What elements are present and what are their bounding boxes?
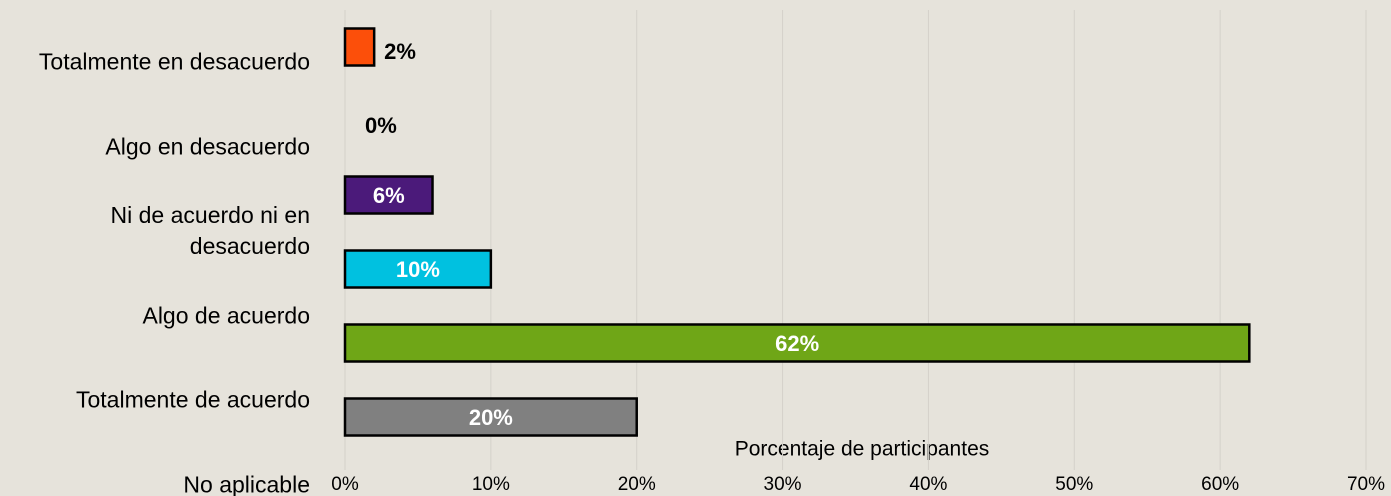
value-label: 0% bbox=[365, 113, 397, 138]
bar bbox=[343, 323, 1251, 363]
y-tick-label: No aplicable bbox=[183, 471, 310, 496]
x-tick-label: 0% bbox=[331, 474, 359, 495]
value-label: 20% bbox=[469, 405, 513, 430]
x-tick-label: 70% bbox=[1347, 474, 1385, 495]
value-label: 10% bbox=[396, 257, 440, 282]
x-tick-label: 10% bbox=[472, 474, 510, 495]
value-label: 2% bbox=[384, 39, 416, 64]
bar bbox=[343, 397, 638, 437]
bar bbox=[343, 175, 434, 215]
x-tick-label: 50% bbox=[1055, 474, 1093, 495]
x-tick-label: 40% bbox=[909, 474, 947, 495]
value-label: 62% bbox=[775, 331, 819, 356]
x-tick-label: 60% bbox=[1201, 474, 1239, 495]
x-tick-label: 30% bbox=[764, 474, 802, 495]
x-axis-title: Porcentaje de participantes bbox=[735, 438, 990, 461]
y-tick-label: Totalmente en desacuerdo bbox=[38, 48, 310, 75]
bar bbox=[343, 27, 376, 67]
x-tick-label: 20% bbox=[618, 474, 656, 495]
bar bbox=[343, 249, 493, 289]
y-tick-label: Algo en desacuerdo bbox=[105, 133, 310, 159]
y-tick-label: Algo de acuerdo bbox=[142, 302, 310, 328]
value-label: 6% bbox=[373, 183, 405, 208]
y-tick-label: Totalmente de acuerdo bbox=[76, 386, 310, 413]
y-tick-label: Ni de acuerdo ni en desacuerdo bbox=[110, 202, 310, 259]
grid bbox=[344, 10, 1367, 470]
